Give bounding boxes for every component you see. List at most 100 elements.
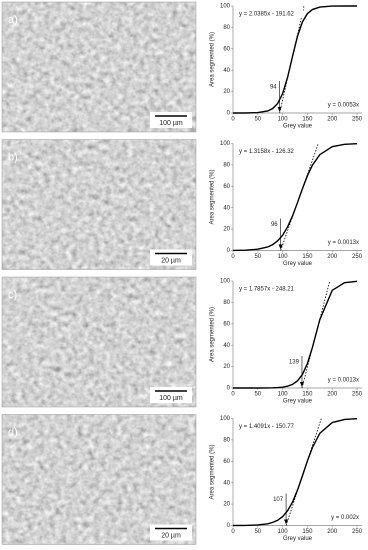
y-tick-label: 20 — [223, 502, 230, 508]
curve — [232, 143, 358, 252]
threshold-arrowhead — [284, 519, 289, 525]
threshold-label: 96 — [271, 222, 278, 228]
curve — [233, 5, 358, 114]
x-axis-label: Grey value — [283, 536, 313, 542]
y-axis-label: Area segmented (%) — [210, 307, 216, 362]
threshold-arrowhead — [278, 244, 283, 250]
y-tick-label: 60 — [223, 184, 230, 190]
y-axis-label: Area segmented (%) — [210, 444, 216, 499]
x-tick-label: 100 — [278, 392, 289, 398]
fit-label-bg — [237, 421, 303, 431]
y-tick-label: 80 — [223, 162, 230, 168]
micrograph — [2, 2, 196, 132]
y-tick-label: 100 — [220, 279, 231, 285]
x-tick-label: 150 — [302, 529, 313, 535]
panel-label: b) — [8, 151, 18, 163]
micrograph — [2, 414, 196, 545]
y-tick-label: 60 — [223, 321, 230, 327]
threshold-arrowhead — [299, 382, 304, 387]
x-tick-label: 50 — [254, 392, 261, 398]
threshold-label: 94 — [270, 85, 277, 91]
y-tick-label: 40 — [223, 205, 230, 211]
x-tick-label: 100 — [278, 529, 289, 535]
x-tick-label: 150 — [302, 117, 313, 123]
threshold-label: 107 — [273, 497, 284, 503]
micrograph — [2, 277, 196, 407]
y-tick-label: 40 — [223, 343, 230, 349]
x-tick-label: 50 — [254, 254, 261, 260]
fit-line — [279, 5, 305, 114]
fit-line — [301, 280, 331, 389]
micrograph-border — [1, 139, 197, 270]
x-tick-label: 250 — [352, 117, 363, 123]
micrograph-border — [1, 276, 197, 408]
micrograph — [2, 139, 196, 270]
y-tick-label: 100 — [220, 141, 231, 147]
y-tick-label: 20 — [223, 89, 230, 95]
fit-label: y = 1.7857x - 248.21 — [239, 287, 295, 293]
x-tick-label: 200 — [327, 529, 338, 535]
x-tick-label: 0 — [231, 392, 235, 398]
y-tick-label: 0 — [227, 111, 231, 117]
y-tick-label: 100 — [220, 416, 231, 422]
fit-label-bg — [237, 146, 303, 156]
x-tick-label: 50 — [254, 117, 261, 123]
baseline-label: y = 0.0053x — [328, 103, 359, 109]
threshold-arrowhead — [277, 107, 282, 112]
x-tick-label: 50 — [254, 529, 261, 535]
curve — [233, 280, 358, 389]
x-tick-label: 100 — [278, 254, 289, 260]
y-tick-label: 20 — [223, 364, 230, 370]
y-tick-label: 40 — [223, 68, 230, 74]
baseline-label: y = 0.002x — [331, 515, 359, 521]
x-tick-label: 250 — [352, 254, 363, 260]
x-tick-label: 200 — [327, 117, 338, 123]
y-tick-label: 80 — [223, 300, 230, 306]
fit-label: y = 1.3158x - 126.32 — [239, 149, 295, 155]
x-axis-label: Grey value — [283, 124, 313, 130]
y-tick-label: 0 — [227, 386, 231, 392]
x-tick-label: 200 — [327, 392, 338, 398]
fit-label-bg — [237, 9, 303, 18]
fit-label-bg — [237, 284, 303, 293]
micrograph-border — [1, 1, 197, 133]
x-tick-label: 200 — [327, 254, 338, 260]
fit-line — [285, 418, 322, 526]
x-tick-label: 0 — [231, 254, 235, 260]
y-tick-label: 0 — [227, 248, 231, 254]
panel-label: a) — [8, 14, 18, 26]
fit-label: y = 1.4091x - 150.77 — [239, 424, 295, 430]
baseline-label: y = 0.0013x — [328, 240, 359, 246]
x-tick-label: 150 — [302, 392, 313, 398]
x-tick-label: 150 — [302, 254, 313, 260]
x-tick-label: 250 — [352, 392, 363, 398]
fit-line — [280, 143, 319, 251]
y-tick-label: 80 — [223, 437, 230, 443]
y-tick-label: 60 — [223, 46, 230, 52]
y-axis-label: Area segmented (%) — [210, 169, 216, 224]
threshold-label: 139 — [289, 360, 300, 366]
y-axis-label: Area segmented (%) — [210, 32, 216, 87]
x-tick-label: 0 — [231, 117, 235, 123]
curve — [232, 418, 358, 527]
x-axis-label: Grey value — [283, 399, 313, 405]
scale-bar-label: 20 µm — [161, 257, 181, 264]
panel-label: d) — [8, 426, 18, 438]
scale-bar-label: 20 µm — [161, 532, 181, 539]
y-tick-label: 60 — [223, 459, 230, 465]
x-tick-label: 0 — [231, 529, 235, 535]
scale-bar-label: 100 µm — [159, 395, 183, 402]
y-tick-label: 40 — [223, 480, 230, 486]
micrograph-border — [1, 414, 197, 545]
panel-label: c) — [8, 289, 17, 301]
baseline-label: y = 0.0013x — [328, 378, 359, 384]
y-tick-label: 100 — [220, 4, 231, 10]
y-tick-label: 0 — [227, 523, 231, 529]
fit-label: y = 2.0385x - 191.62 — [239, 12, 295, 18]
y-tick-label: 20 — [223, 227, 230, 233]
x-tick-label: 100 — [278, 117, 289, 123]
x-tick-label: 250 — [352, 529, 363, 535]
y-tick-label: 80 — [223, 25, 230, 31]
x-axis-label: Grey value — [283, 261, 313, 267]
